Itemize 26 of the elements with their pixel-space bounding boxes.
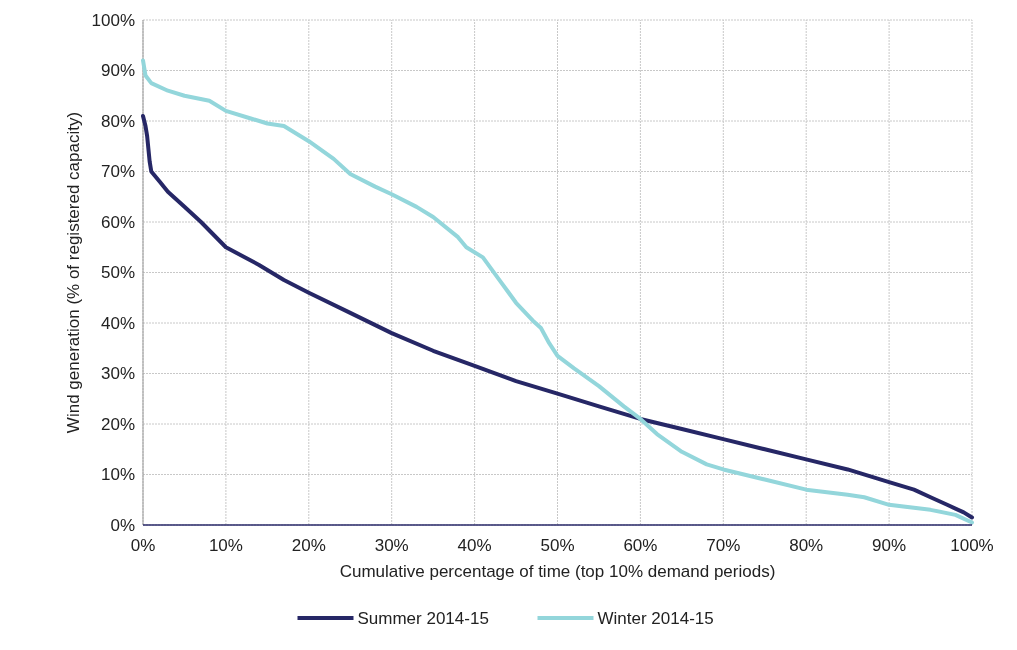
- x-tick-label: 30%: [374, 536, 409, 555]
- y-tick-label: 100%: [91, 10, 135, 30]
- x-axis-title: Cumulative percentage of time (top 10% demand periods): [339, 562, 776, 581]
- x-tick-label: 90%: [872, 536, 907, 555]
- x-tick-label: 60%: [623, 536, 658, 555]
- x-tick-label: 10%: [208, 536, 243, 555]
- x-tick-label: 0%: [130, 536, 156, 555]
- y-tick-label: 0%: [110, 515, 135, 535]
- y-tick-label: 70%: [100, 162, 135, 182]
- x-tick-label: 50%: [540, 536, 575, 555]
- y-tick-label: 20%: [100, 414, 135, 434]
- y-tick-label: 30%: [100, 364, 135, 384]
- legend-label: Summer 2014-15: [357, 608, 489, 628]
- y-tick-label: 10%: [100, 465, 135, 485]
- y-tick-label: 90%: [100, 61, 135, 81]
- y-tick-label: 60%: [100, 212, 135, 232]
- x-tick-label: 100%: [950, 536, 994, 555]
- y-tick-label: 50%: [100, 263, 135, 283]
- x-tick-label: 40%: [457, 536, 492, 555]
- x-tick-label: 20%: [291, 536, 326, 555]
- y-tick-label: 80%: [100, 111, 135, 131]
- y-tick-label: 40%: [100, 313, 135, 333]
- x-tick-label: 80%: [789, 536, 824, 555]
- legend-label: Winter 2014-15: [597, 608, 714, 628]
- y-axis-title: Wind generation (% of registered capacity): [64, 111, 83, 434]
- x-tick-label: 70%: [706, 536, 741, 555]
